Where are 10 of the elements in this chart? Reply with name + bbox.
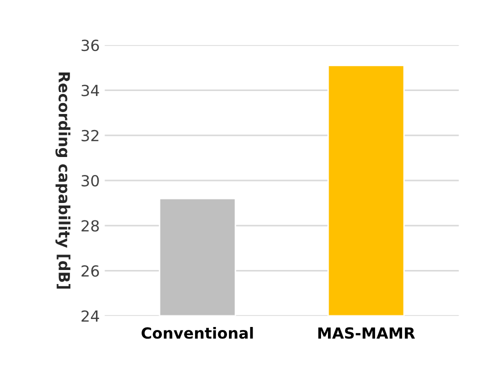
- y-tick-label: 34: [82, 84, 100, 96]
- x-tick-label: MAS-MAMR: [318, 327, 415, 339]
- y-tick-label: 28: [82, 220, 99, 232]
- x-tick-label: Conventional: [142, 326, 253, 339]
- y-tick-label: 30: [82, 174, 99, 187]
- y-tick-label: 26: [82, 265, 99, 277]
- y-tick-label: 24: [82, 310, 100, 322]
- y-tick-label: 36: [82, 40, 99, 52]
- y-tick-label: 32: [82, 130, 98, 142]
- y-axis-title: Recording capability [dB]: [55, 72, 70, 289]
